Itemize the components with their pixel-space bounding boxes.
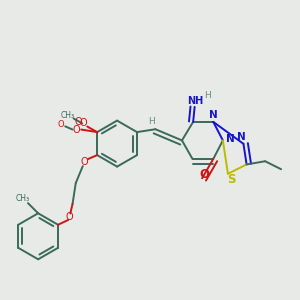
Text: H: H bbox=[148, 117, 155, 126]
Text: O: O bbox=[57, 120, 64, 129]
Text: O: O bbox=[200, 168, 209, 181]
Text: O: O bbox=[81, 157, 88, 167]
Text: O: O bbox=[65, 212, 73, 222]
Text: CH₃: CH₃ bbox=[60, 111, 74, 120]
Text: N: N bbox=[236, 132, 245, 142]
Text: O: O bbox=[74, 117, 82, 127]
Text: CH₃: CH₃ bbox=[16, 194, 30, 203]
Text: S: S bbox=[227, 173, 236, 186]
Text: NH: NH bbox=[187, 96, 203, 106]
Text: O: O bbox=[73, 124, 80, 134]
Text: N: N bbox=[209, 110, 218, 120]
Text: O: O bbox=[79, 118, 87, 128]
Text: H: H bbox=[204, 91, 211, 100]
Text: N: N bbox=[226, 134, 234, 144]
